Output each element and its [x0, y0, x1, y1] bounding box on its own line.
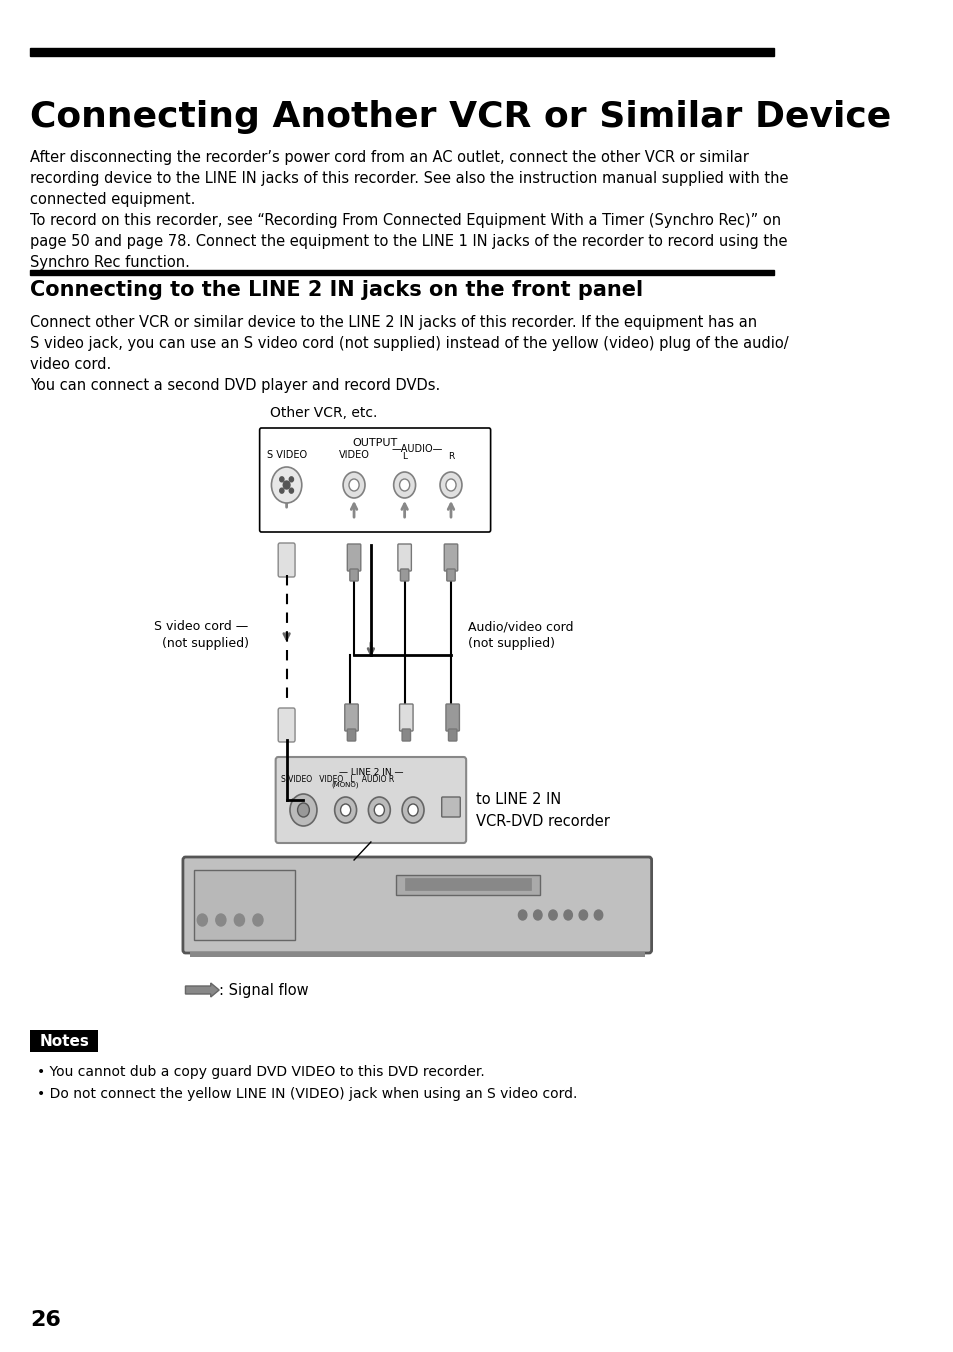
Text: S video cord —
(not supplied): S video cord — (not supplied) [154, 621, 249, 650]
Text: to LINE 2 IN: to LINE 2 IN [476, 792, 561, 807]
FancyBboxPatch shape [399, 704, 413, 731]
Text: Notes: Notes [39, 1033, 89, 1049]
Circle shape [279, 488, 284, 493]
Circle shape [578, 910, 587, 919]
Circle shape [399, 479, 409, 491]
FancyArrow shape [185, 983, 219, 996]
Text: Connecting to the LINE 2 IN jacks on the front panel: Connecting to the LINE 2 IN jacks on the… [30, 280, 642, 300]
Circle shape [401, 796, 423, 823]
FancyBboxPatch shape [446, 569, 455, 581]
FancyBboxPatch shape [278, 544, 294, 577]
Circle shape [517, 910, 526, 919]
Circle shape [533, 910, 541, 919]
Text: L: L [402, 452, 407, 461]
FancyBboxPatch shape [350, 569, 358, 581]
Bar [404, 877, 531, 890]
Circle shape [215, 914, 226, 926]
Circle shape [283, 481, 290, 489]
Text: VIDEO: VIDEO [338, 450, 369, 460]
Bar [30, 1030, 98, 1052]
Circle shape [289, 477, 294, 481]
Text: (MONO): (MONO) [332, 781, 359, 788]
FancyBboxPatch shape [444, 544, 457, 571]
FancyBboxPatch shape [401, 729, 410, 741]
Text: • You cannot dub a copy guard DVD VIDEO to this DVD recorder.: • You cannot dub a copy guard DVD VIDEO … [37, 1065, 484, 1079]
Circle shape [290, 794, 316, 826]
Text: VCR-DVD recorder: VCR-DVD recorder [476, 814, 610, 830]
FancyBboxPatch shape [259, 429, 490, 531]
Circle shape [594, 910, 602, 919]
Text: Connect other VCR or similar device to the LINE 2 IN jacks of this recorder. If : Connect other VCR or similar device to t… [30, 315, 788, 393]
Circle shape [340, 804, 351, 817]
Text: OUTPUT: OUTPUT [352, 438, 397, 448]
Circle shape [234, 914, 244, 926]
Text: S VIDEO: S VIDEO [266, 450, 306, 460]
Text: Audio/video cord
(not supplied): Audio/video cord (not supplied) [467, 621, 573, 650]
Circle shape [297, 803, 309, 817]
Bar [30, 49, 773, 55]
FancyBboxPatch shape [278, 708, 294, 742]
Circle shape [408, 804, 417, 817]
Bar [193, 869, 294, 940]
FancyBboxPatch shape [344, 704, 358, 731]
FancyBboxPatch shape [441, 796, 459, 817]
Circle shape [272, 466, 301, 503]
Bar [30, 270, 773, 274]
Circle shape [253, 914, 263, 926]
Text: 26: 26 [30, 1310, 61, 1330]
Text: —AUDIO—: —AUDIO— [391, 443, 442, 454]
Text: R: R [447, 452, 454, 461]
FancyBboxPatch shape [347, 729, 355, 741]
FancyBboxPatch shape [347, 544, 360, 571]
Text: — LINE 2 IN —: — LINE 2 IN — [338, 768, 403, 777]
FancyBboxPatch shape [445, 704, 459, 731]
FancyBboxPatch shape [400, 569, 409, 581]
Circle shape [279, 477, 284, 481]
Circle shape [368, 796, 390, 823]
Circle shape [289, 488, 294, 493]
Circle shape [394, 472, 416, 498]
Text: After disconnecting the recorder’s power cord from an AC outlet, connect the oth: After disconnecting the recorder’s power… [30, 150, 788, 270]
FancyBboxPatch shape [275, 757, 466, 844]
Circle shape [445, 479, 456, 491]
Circle shape [335, 796, 356, 823]
Circle shape [349, 479, 358, 491]
Bar [190, 952, 644, 957]
Text: Other VCR, etc.: Other VCR, etc. [270, 406, 376, 420]
FancyBboxPatch shape [183, 857, 651, 953]
Circle shape [439, 472, 461, 498]
Text: : Signal flow: : Signal flow [219, 983, 309, 998]
Circle shape [374, 804, 384, 817]
FancyBboxPatch shape [448, 729, 456, 741]
Circle shape [197, 914, 207, 926]
Text: S VIDEO   VIDEO   L   AUDIO R: S VIDEO VIDEO L AUDIO R [280, 775, 394, 784]
Circle shape [548, 910, 557, 919]
Circle shape [343, 472, 365, 498]
Bar [395, 875, 539, 895]
Circle shape [563, 910, 572, 919]
FancyBboxPatch shape [397, 544, 411, 571]
Text: Connecting Another VCR or Similar Device: Connecting Another VCR or Similar Device [30, 100, 891, 134]
Text: • Do not connect the yellow LINE IN (VIDEO) jack when using an S video cord.: • Do not connect the yellow LINE IN (VID… [37, 1087, 577, 1101]
